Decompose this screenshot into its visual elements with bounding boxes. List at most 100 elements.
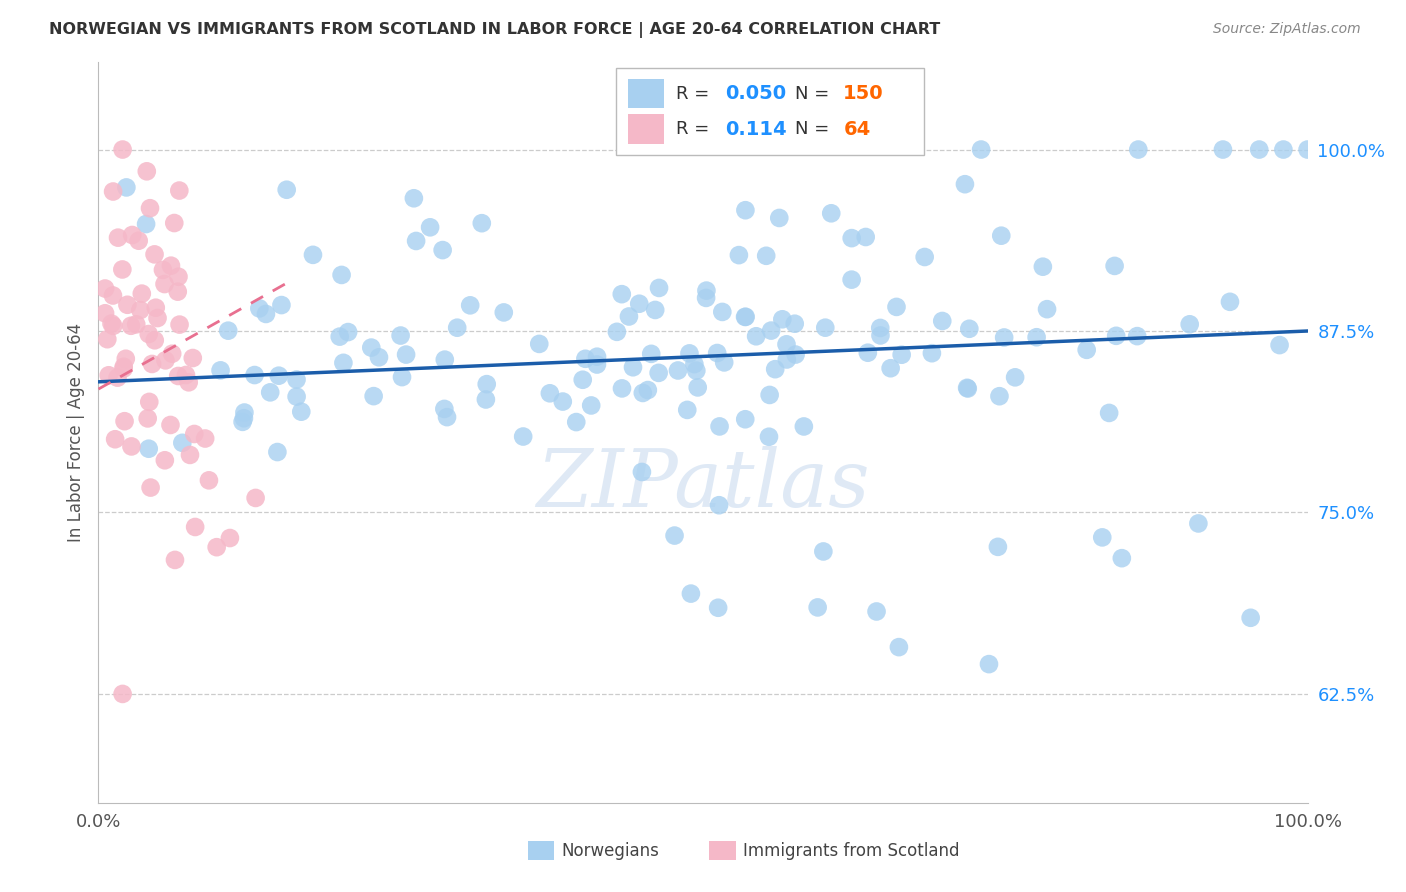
Point bbox=[647, 366, 669, 380]
Point bbox=[734, 203, 756, 218]
Point bbox=[977, 657, 1000, 672]
Point bbox=[159, 417, 181, 432]
Point bbox=[112, 361, 135, 376]
Point bbox=[217, 324, 239, 338]
Point bbox=[869, 321, 891, 335]
Point bbox=[209, 363, 232, 377]
Point bbox=[363, 389, 385, 403]
Point bbox=[1076, 343, 1098, 357]
Point bbox=[695, 291, 717, 305]
Point bbox=[111, 143, 134, 157]
Point bbox=[475, 377, 498, 392]
Point bbox=[890, 348, 912, 362]
Point bbox=[931, 314, 953, 328]
Point bbox=[841, 231, 863, 245]
Point bbox=[184, 520, 207, 534]
Point bbox=[775, 337, 797, 351]
Point bbox=[869, 328, 891, 343]
Point bbox=[640, 347, 662, 361]
Point bbox=[332, 356, 354, 370]
Point bbox=[683, 357, 706, 371]
Point bbox=[707, 600, 730, 615]
Point bbox=[841, 272, 863, 286]
Point bbox=[153, 277, 176, 291]
Point bbox=[728, 248, 751, 262]
Point bbox=[637, 383, 659, 397]
Point bbox=[695, 284, 717, 298]
Point bbox=[617, 310, 640, 324]
Point bbox=[686, 380, 709, 394]
Point bbox=[785, 347, 807, 361]
Point bbox=[205, 540, 228, 554]
FancyBboxPatch shape bbox=[709, 841, 735, 860]
Point bbox=[706, 346, 728, 360]
Text: NORWEGIAN VS IMMIGRANTS FROM SCOTLAND IN LABOR FORCE | AGE 20-64 CORRELATION CHA: NORWEGIAN VS IMMIGRANTS FROM SCOTLAND IN… bbox=[49, 22, 941, 38]
Y-axis label: In Labor Force | Age 20-64: In Labor Force | Age 20-64 bbox=[66, 323, 84, 542]
Text: N =: N = bbox=[794, 85, 835, 103]
Point bbox=[419, 220, 441, 235]
Point bbox=[679, 586, 702, 600]
Point bbox=[141, 357, 163, 371]
Point bbox=[405, 234, 427, 248]
Point bbox=[855, 230, 877, 244]
Text: 0.114: 0.114 bbox=[724, 120, 786, 138]
Point bbox=[160, 259, 183, 273]
Point bbox=[391, 370, 413, 384]
Point bbox=[395, 348, 418, 362]
Text: ZIPatlas: ZIPatlas bbox=[536, 446, 870, 524]
Point bbox=[111, 262, 134, 277]
Point bbox=[768, 211, 790, 225]
Point bbox=[94, 306, 117, 320]
Point bbox=[389, 328, 412, 343]
Point bbox=[285, 373, 308, 387]
Point bbox=[734, 310, 756, 324]
Point bbox=[169, 318, 191, 332]
Point bbox=[194, 432, 217, 446]
Point bbox=[678, 346, 700, 360]
Point bbox=[160, 347, 183, 361]
Point bbox=[471, 216, 494, 230]
Point bbox=[174, 368, 197, 382]
Point bbox=[610, 381, 633, 395]
Text: 150: 150 bbox=[844, 84, 884, 103]
Point bbox=[179, 448, 201, 462]
Point bbox=[94, 281, 117, 295]
Point bbox=[167, 269, 190, 284]
Point bbox=[664, 528, 686, 542]
Point bbox=[115, 180, 138, 194]
Point bbox=[758, 388, 780, 402]
Point bbox=[990, 228, 1012, 243]
Text: 64: 64 bbox=[844, 120, 870, 138]
Point bbox=[1268, 338, 1291, 352]
Point bbox=[1128, 143, 1150, 157]
Point bbox=[707, 498, 730, 512]
Point bbox=[285, 390, 308, 404]
Point bbox=[276, 183, 298, 197]
Point bbox=[181, 351, 204, 365]
Point bbox=[1098, 406, 1121, 420]
Point bbox=[711, 305, 734, 319]
Text: Source: ZipAtlas.com: Source: ZipAtlas.com bbox=[1213, 22, 1361, 37]
Point bbox=[114, 351, 136, 366]
Point bbox=[565, 415, 588, 429]
Point bbox=[146, 311, 169, 326]
Point bbox=[856, 345, 879, 359]
Point bbox=[138, 395, 160, 409]
Point bbox=[254, 307, 277, 321]
Point bbox=[606, 325, 628, 339]
Point bbox=[631, 386, 654, 401]
Point bbox=[169, 184, 191, 198]
Point bbox=[571, 373, 593, 387]
Point bbox=[125, 318, 148, 332]
Point bbox=[574, 351, 596, 366]
Point bbox=[586, 350, 609, 364]
Point bbox=[120, 318, 142, 333]
Point bbox=[628, 297, 651, 311]
Point bbox=[368, 351, 391, 365]
Point bbox=[183, 427, 205, 442]
Point bbox=[956, 382, 979, 396]
Point bbox=[302, 248, 325, 262]
Point bbox=[198, 473, 221, 487]
Point bbox=[1025, 330, 1047, 344]
Point bbox=[163, 216, 186, 230]
